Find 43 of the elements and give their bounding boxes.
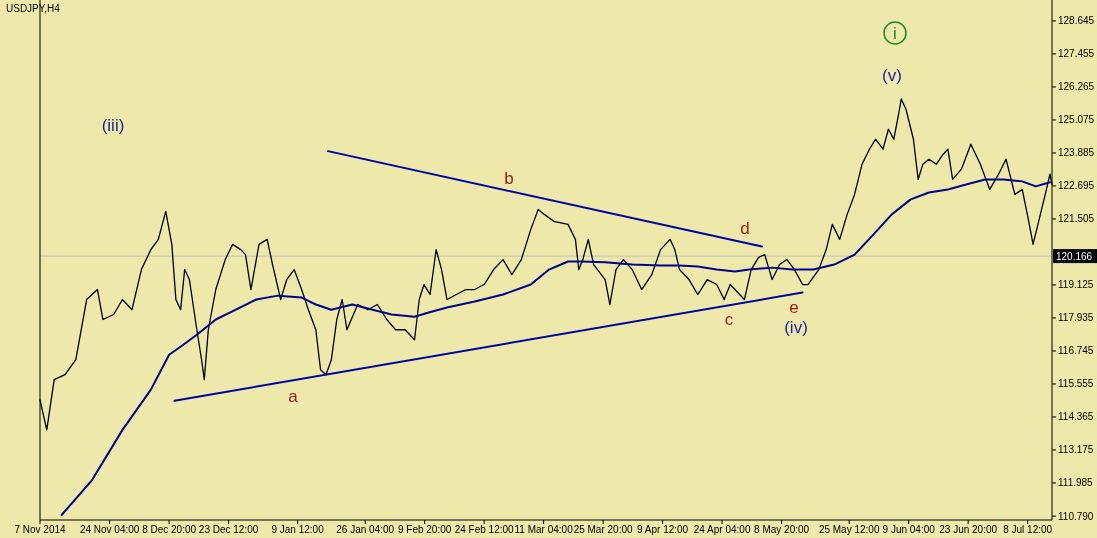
x-tick-label: 9 Feb 20:00	[397, 524, 452, 535]
annotation: c	[724, 309, 734, 329]
x-tick-label: 9 Apr 12:00	[637, 524, 689, 535]
annotation: a	[288, 386, 299, 406]
x-tick-label: 24 Apr 04:00	[693, 524, 751, 535]
x-tick-label: 7 Nov 2014	[14, 524, 67, 535]
annotation: (iv)	[784, 317, 808, 337]
x-tick-label: 25 Mar 20:00	[573, 524, 634, 535]
annotation: b	[504, 168, 514, 188]
x-tick-label: 25 May 12:00	[818, 524, 880, 535]
annotation: d	[740, 218, 750, 238]
x-tick-label: 8 Dec 20:00	[142, 524, 197, 535]
y-tick-label: 126.265	[1058, 81, 1095, 93]
y-tick-label: 110.790	[1058, 510, 1094, 522]
y-tick-label: 128.645	[1058, 15, 1095, 27]
annotation: (v)	[882, 65, 902, 85]
y-tick-label: 117.935	[1058, 312, 1094, 324]
y-tick-label: 121.505	[1058, 213, 1095, 225]
x-tick-label: 24 Nov 04:00	[79, 524, 140, 535]
x-tick-label: 9 Jun 04:00	[882, 524, 936, 535]
x-tick-label: 8 Jul 12:00	[1003, 524, 1053, 535]
ref-line-label: 120.166	[1056, 250, 1093, 262]
y-tick-label: 115.555	[1058, 378, 1094, 390]
x-tick-label: 9 Jan 12:00	[271, 524, 325, 535]
x-tick-label: 26 Jan 04:00	[336, 524, 395, 535]
x-tick-label: 8 May 20:00	[754, 524, 810, 535]
y-tick-label: 127.455	[1058, 48, 1095, 60]
y-tick-label: 125.075	[1058, 114, 1095, 126]
x-tick-label: 11 Mar 04:00	[514, 524, 574, 535]
x-tick-label: 24 Feb 12:00	[454, 524, 515, 535]
annotation: (iii)	[101, 115, 125, 135]
x-tick-label: 23 Jun 20:00	[939, 524, 998, 535]
chart-title: USDJPY,H4	[6, 3, 61, 14]
y-tick-label: 119.125	[1058, 279, 1094, 291]
annotation: i	[893, 23, 897, 43]
x-tick-label: 23 Dec 12:00	[198, 524, 259, 535]
y-tick-label: 122.695	[1058, 180, 1095, 192]
y-tick-label: 123.885	[1058, 147, 1095, 159]
y-tick-label: 114.365	[1058, 411, 1094, 423]
y-tick-label: 113.175	[1058, 444, 1094, 456]
y-tick-label: 111.985	[1058, 477, 1094, 489]
y-tick-label: 116.745	[1058, 345, 1094, 357]
annotation: e	[789, 297, 799, 317]
